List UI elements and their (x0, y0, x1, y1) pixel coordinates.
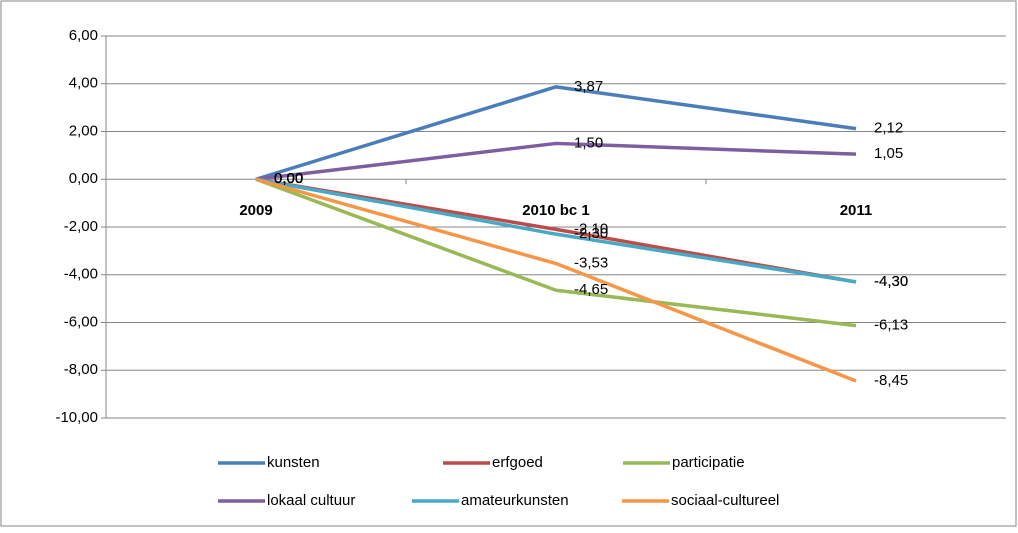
data-label: -4,30 (874, 273, 908, 290)
data-label: -3,53 (574, 254, 608, 271)
x-tick-label: 2010 bc 1 (522, 202, 590, 219)
data-label: 0,00 (274, 170, 303, 187)
data-label: 0,00 (274, 170, 303, 187)
data-label: -4,65 (574, 281, 608, 298)
legend-label: amateurkunsten (461, 492, 569, 509)
data-label: -2,10 (574, 220, 608, 237)
legend-label: participatie (672, 454, 745, 471)
y-tick-label: 4,00 (69, 75, 98, 92)
data-label: -4,30 (874, 273, 908, 290)
data-label: 0,00 (274, 170, 303, 187)
y-tick-label: 6,00 (69, 27, 98, 44)
data-label: 0,00 (274, 170, 303, 187)
legend-label: lokaal cultuur (267, 492, 355, 509)
y-tick-label: 2,00 (69, 122, 98, 139)
y-tick-label: -2,00 (64, 218, 98, 235)
data-label: 2,12 (874, 120, 903, 137)
y-tick-label: -4,00 (64, 266, 98, 283)
x-tick-label: 2011 (840, 202, 873, 219)
data-label: 3,87 (574, 78, 603, 95)
x-tick-label: 2009 (239, 202, 272, 219)
data-label: 1,05 (874, 145, 903, 162)
data-label: 0,00 (274, 170, 303, 187)
series-line (255, 85, 857, 181)
y-tick-label: -8,00 (64, 361, 98, 378)
data-label: 0,00 (274, 170, 303, 187)
data-label: -6,13 (874, 317, 908, 334)
legend-label: erfgoed (492, 454, 543, 471)
data-label: 1,50 (574, 134, 603, 151)
series-line (255, 177, 857, 383)
legend-label: kunsten (267, 454, 320, 471)
series-line (255, 141, 857, 181)
series-line (255, 177, 857, 284)
series-line (255, 177, 857, 328)
legend-label: sociaal-cultureel (671, 492, 779, 509)
y-tick-label: 0,00 (69, 170, 98, 187)
y-tick-label: -6,00 (64, 313, 98, 330)
data-label: -2,30 (574, 225, 608, 242)
y-tick-label: -10,00 (55, 409, 98, 426)
data-label: -8,45 (874, 372, 908, 389)
